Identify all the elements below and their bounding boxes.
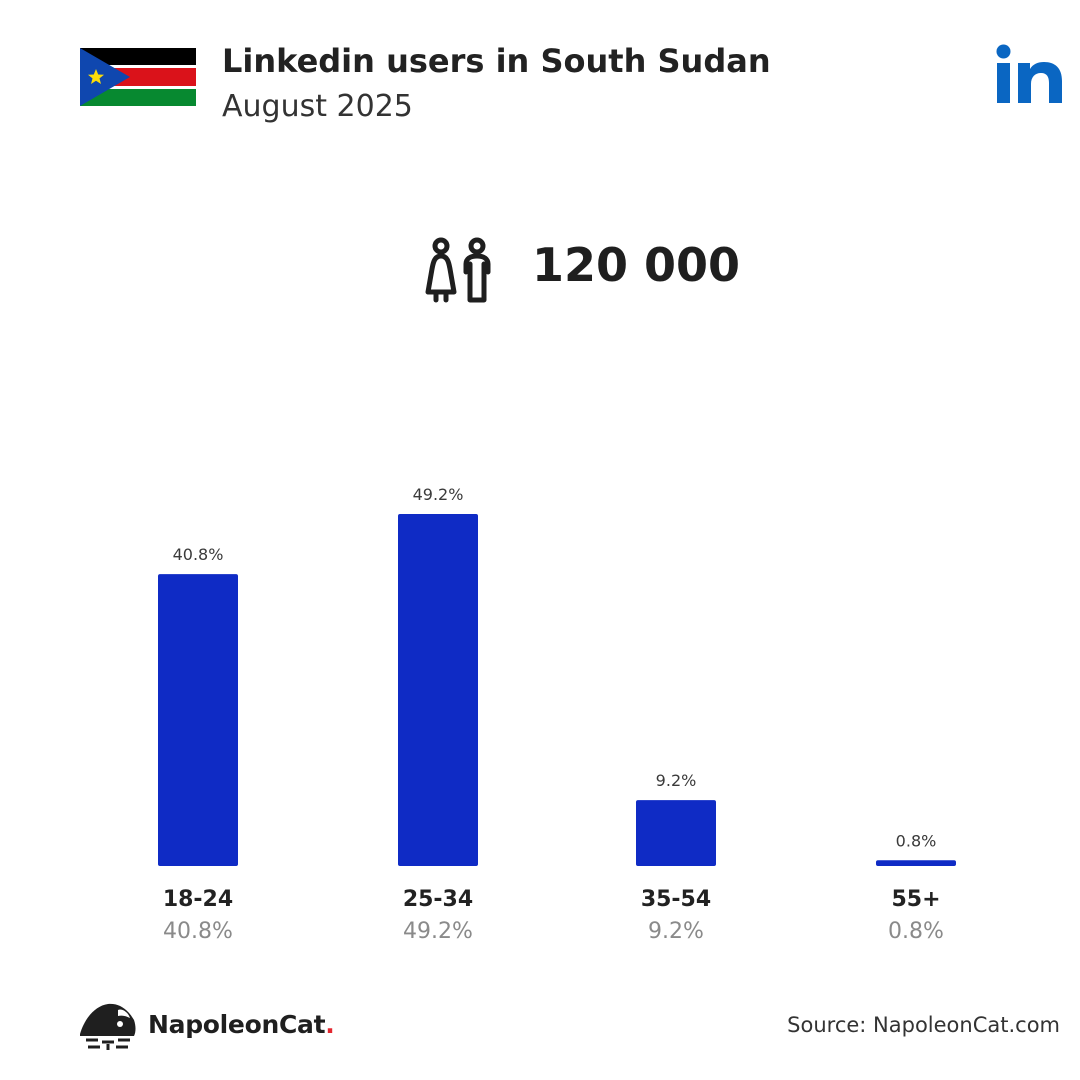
south-sudan-flag-icon: [80, 48, 196, 106]
users-icon: [425, 237, 491, 303]
category-label: 25-34: [403, 887, 473, 912]
total-users-count: 120 000: [532, 238, 741, 292]
brand-name-text: NapoleonCat: [148, 1010, 326, 1039]
brand-name: NapoleonCat.: [148, 1010, 335, 1039]
bar-value-label: 40.8%: [173, 545, 224, 564]
napoleoncat-logo-icon: [80, 1003, 136, 1050]
category-percent: 0.8%: [888, 919, 944, 944]
category-percent: 9.2%: [648, 919, 704, 944]
category-percent: 49.2%: [403, 919, 473, 944]
bar-55+: [876, 860, 956, 866]
bar-25-34: [398, 514, 478, 866]
brand-dot: .: [325, 1010, 335, 1039]
page-subtitle: August 2025: [222, 89, 413, 124]
bar-value-label: 0.8%: [896, 831, 937, 850]
bar-35-54: [636, 800, 716, 866]
category-label: 55+: [891, 887, 940, 912]
page-title: Linkedin users in South Sudan: [222, 42, 771, 80]
category-percent: 40.8%: [163, 919, 233, 944]
source-credit: Source: NapoleonCat.com: [787, 1013, 1060, 1037]
category-label: 18-24: [163, 887, 233, 912]
bar-value-label: 49.2%: [413, 485, 464, 504]
bar-value-label: 9.2%: [656, 771, 697, 790]
bar-18-24: [158, 574, 238, 866]
linkedin-logo-icon: [996, 44, 1062, 103]
category-label: 35-54: [641, 887, 711, 912]
